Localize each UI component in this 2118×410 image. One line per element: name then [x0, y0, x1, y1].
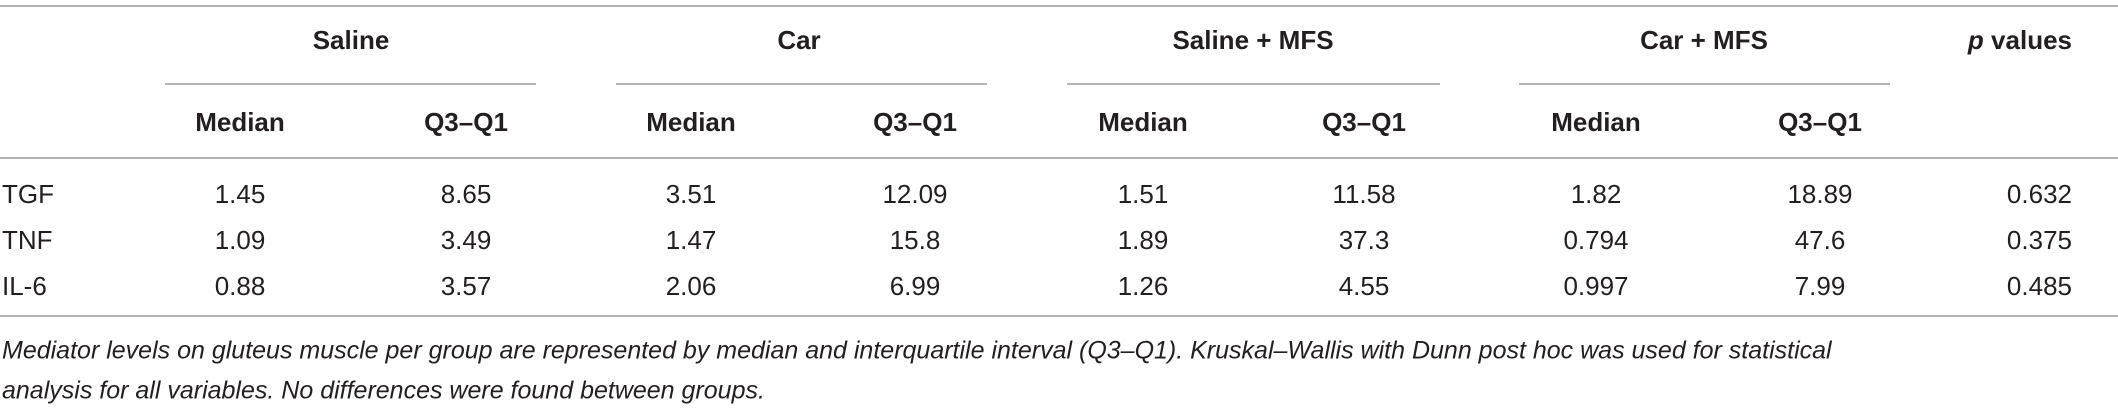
sub-header: Median	[1098, 107, 1188, 137]
row-label: IL-6	[2, 271, 47, 301]
p-value: 0.485	[2007, 271, 2072, 301]
p-symbol: p	[1967, 25, 1984, 55]
cell: 12.09	[882, 179, 947, 209]
cell: 1.82	[1571, 179, 1622, 209]
row-label: TNF	[2, 225, 53, 255]
cell: 0.88	[215, 271, 266, 301]
cell: 2.06	[666, 271, 717, 301]
group-header: Car	[777, 25, 820, 55]
footnote: analysis for all variables. No differenc…	[2, 377, 765, 405]
sub-header: Q3–Q1	[873, 107, 957, 137]
cell: 4.55	[1339, 271, 1390, 301]
cell: 1.51	[1118, 179, 1169, 209]
group-header: Saline + MFS	[1172, 25, 1333, 55]
cell: 37.3	[1339, 225, 1390, 255]
cell: 1.09	[215, 225, 266, 255]
p-value: 0.632	[2007, 179, 2072, 209]
sub-header: Median	[195, 107, 285, 137]
cell: 3.49	[441, 225, 492, 255]
cell: 8.65	[441, 179, 492, 209]
cell: 0.794	[1563, 225, 1628, 255]
row-label: TGF	[2, 179, 54, 209]
sub-header: Q3–Q1	[1778, 107, 1862, 137]
cell: 15.8	[890, 225, 941, 255]
group-header: Car + MFS	[1640, 25, 1768, 55]
footnote: Mediator levels on gluteus muscle per gr…	[2, 337, 1833, 365]
cell: 1.89	[1118, 225, 1169, 255]
p-text: values	[1991, 25, 2072, 55]
p-value: 0.375	[2007, 225, 2072, 255]
sub-header: Q3–Q1	[424, 107, 508, 137]
cell: 11.58	[1332, 179, 1395, 209]
sub-header: Median	[646, 107, 736, 137]
pvalue-header: p values	[1967, 25, 2072, 55]
cell: 7.99	[1795, 271, 1846, 301]
cell: 3.57	[441, 271, 492, 301]
cell: 1.26	[1118, 271, 1169, 301]
group-header: Saline	[313, 25, 390, 55]
cell: 1.47	[666, 225, 717, 255]
cell: 3.51	[666, 179, 717, 209]
sub-header: Median	[1551, 107, 1641, 137]
cell: 6.99	[890, 271, 941, 301]
cell: 1.45	[215, 179, 266, 209]
cell: 47.6	[1795, 225, 1846, 255]
sub-header: Q3–Q1	[1322, 107, 1406, 137]
cell: 0.997	[1563, 271, 1628, 301]
cell: 18.89	[1787, 179, 1852, 209]
